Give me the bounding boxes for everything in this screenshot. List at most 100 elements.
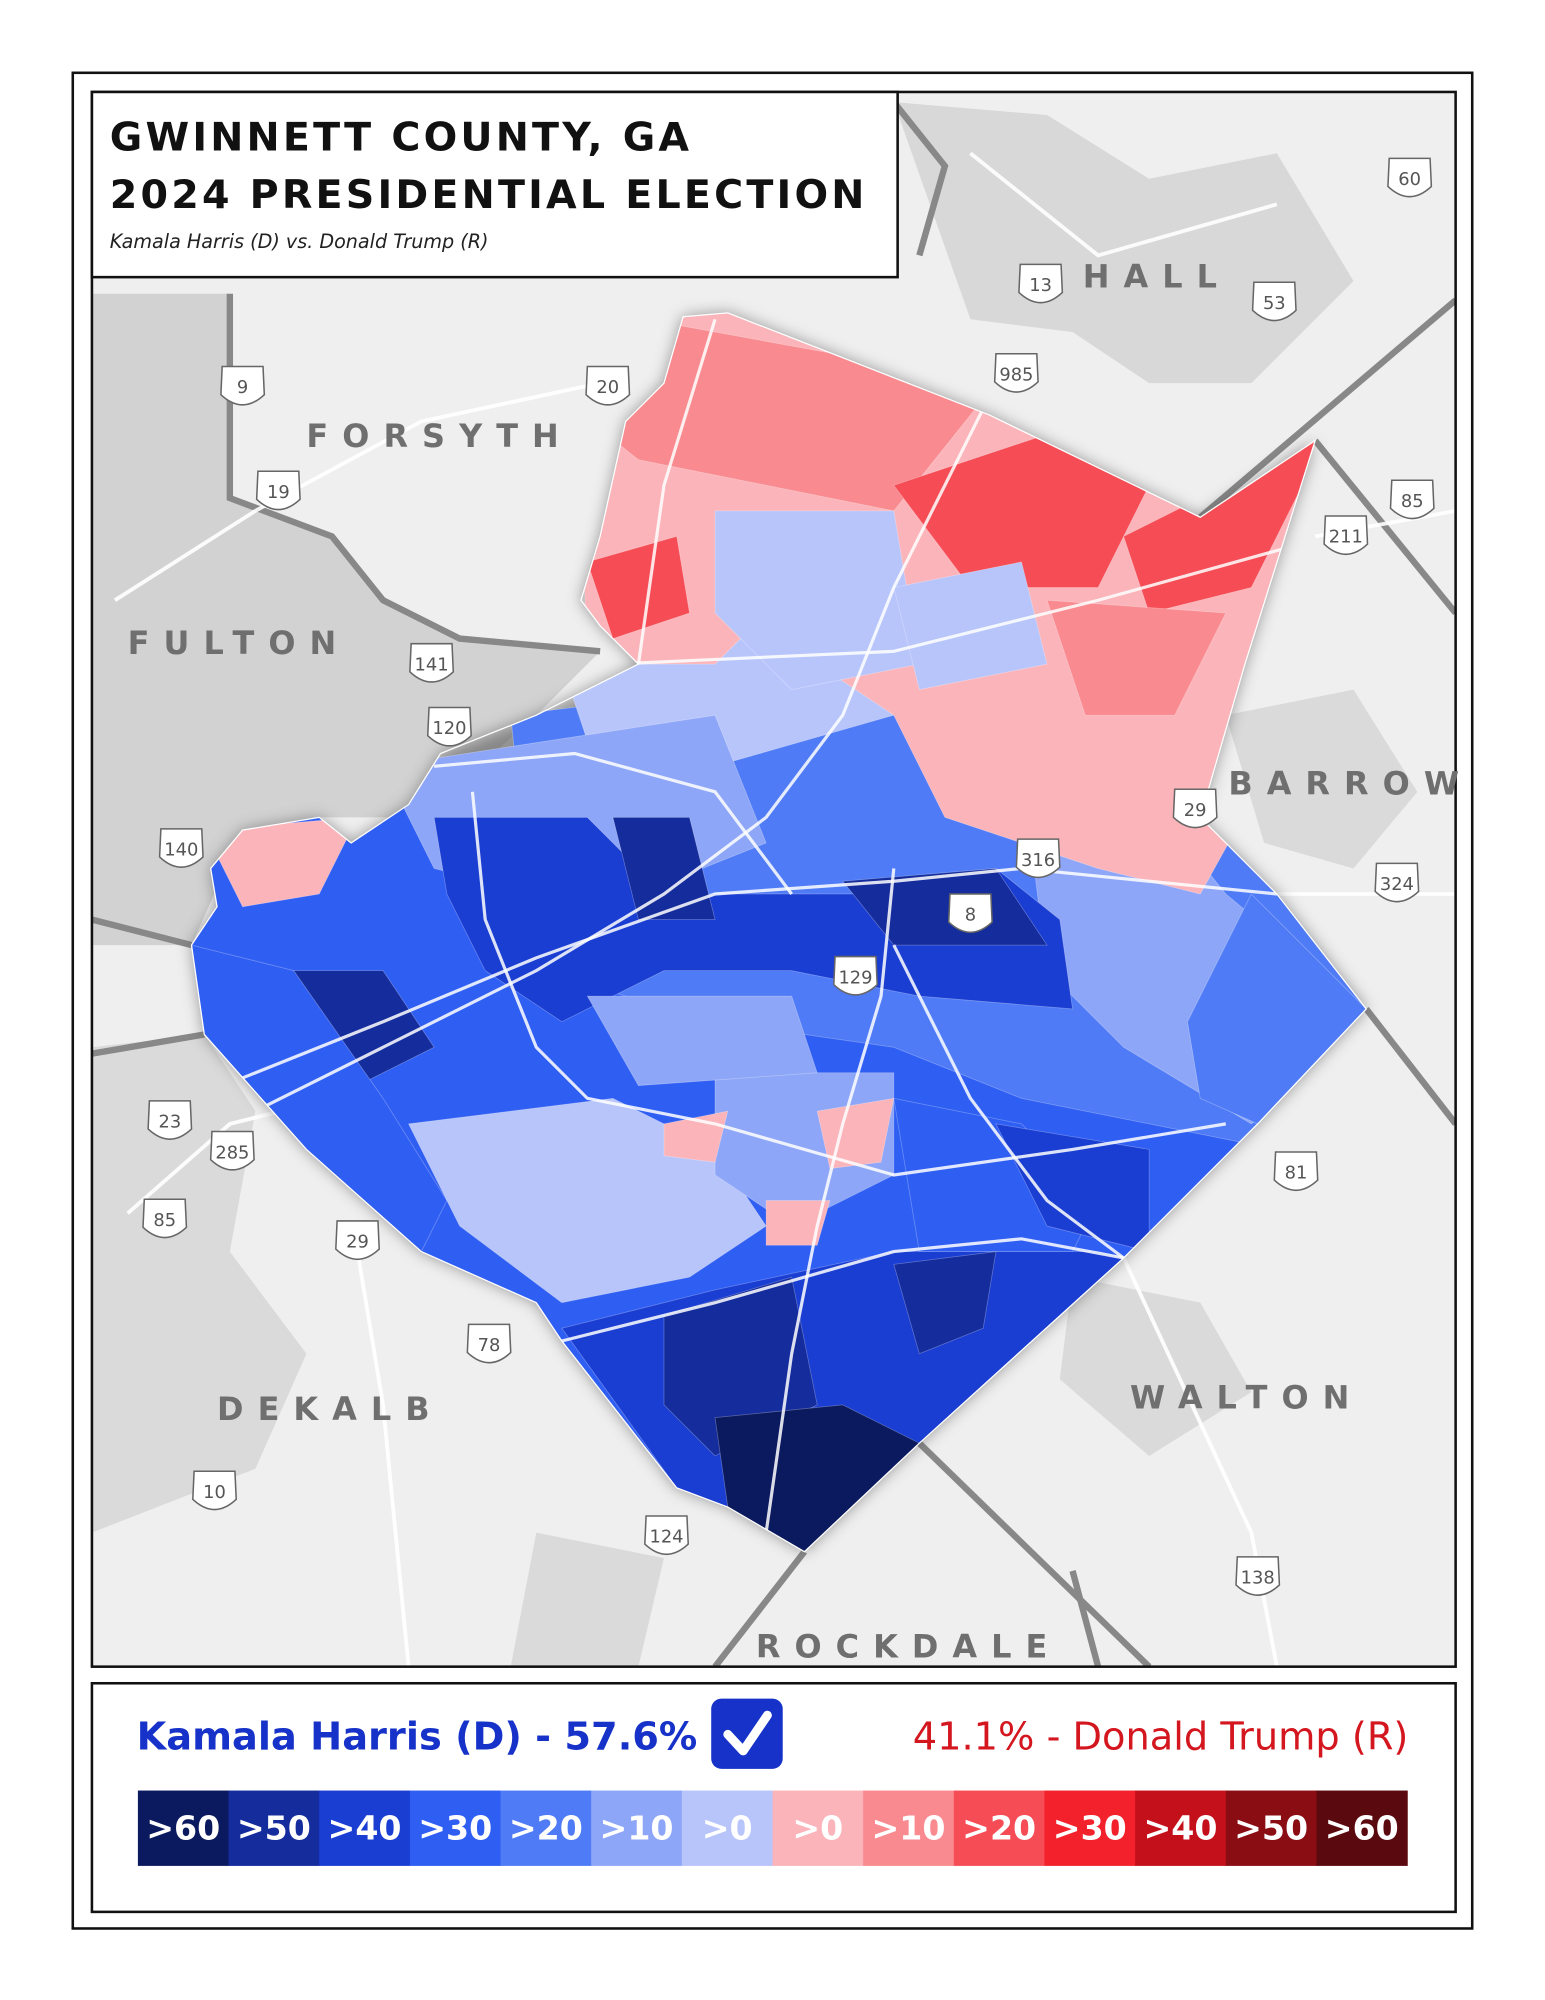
route-number: 120 (432, 718, 466, 739)
legend-swatch (953, 1790, 1046, 1866)
route-number: 124 (649, 1527, 683, 1548)
route-shield (644, 1515, 690, 1556)
trump-result: 41.1% - Donald Trump (R) (913, 1715, 1409, 1760)
route-shield (147, 1100, 193, 1140)
route-number: 53 (1263, 293, 1286, 314)
route-number: 140 (164, 840, 198, 861)
county-borders (91, 100, 1456, 1667)
route-shield (1374, 862, 1420, 903)
road (636, 318, 717, 665)
precinct-group (1046, 599, 1227, 716)
precinct-group (893, 1251, 997, 1355)
legend-swatch (1225, 1790, 1318, 1866)
urban-area (510, 1532, 664, 1667)
road (561, 1237, 1124, 1343)
route-shield (255, 470, 301, 511)
precinct-group (203, 816, 359, 908)
title-box (90, 90, 899, 279)
route-shield (1273, 1151, 1319, 1192)
route-number: 211 (1329, 527, 1363, 548)
county-label: FORSYTH (306, 417, 572, 455)
precinct-group (714, 510, 920, 691)
check-mark (723, 1710, 772, 1756)
legend-label: >20 (509, 1809, 583, 1848)
base-map (91, 91, 1456, 1667)
legend-swatch (772, 1790, 864, 1866)
legend-label: >30 (1053, 1809, 1127, 1848)
legend: >60 >50 >40 >30 >20 >10 >0 >0 >10 >20 >30 >40 >50 >60 (137, 1790, 1408, 1866)
title: 2024 PRESIDENTIAL ELECTION (110, 172, 868, 218)
route-shield (1387, 157, 1433, 198)
route-shield (409, 642, 455, 683)
route-number: 141 (415, 654, 449, 675)
legend-label: >20 (962, 1809, 1036, 1848)
legend-swatch (1316, 1790, 1408, 1866)
road (191, 866, 1278, 1100)
route-shield (1018, 263, 1064, 304)
urban-area (1225, 689, 1418, 869)
urban-area (91, 1034, 307, 1533)
route-number: 285 (215, 1142, 249, 1163)
route-number: 19 (267, 482, 290, 503)
county-label: WALTON (1130, 1379, 1363, 1417)
route-number: 29 (346, 1232, 369, 1253)
route-shield (142, 1198, 188, 1239)
precinct-group (893, 561, 1048, 691)
legend-label: >50 (237, 1809, 311, 1848)
precinct-group (1187, 893, 1367, 1125)
route-number: 8 (965, 905, 976, 926)
precinct-group (586, 995, 818, 1086)
title: GWINNETT COUNTY, GA (110, 115, 692, 161)
legend-label: >10 (871, 1809, 945, 1848)
county-label: DEKALB (217, 1390, 444, 1428)
harris-result: Kamala Harris (D) - 57.6% (137, 1715, 698, 1760)
route-number: 9 (237, 377, 248, 398)
route-number: 60 (1398, 169, 1421, 190)
subtitle: Kamala Harris (D) vs. Donald Trump (R) (110, 230, 489, 253)
route-number: 85 (153, 1210, 176, 1231)
county-label: ROCKDALE (756, 1628, 1061, 1666)
legend-label: >0 (792, 1809, 843, 1848)
legend-label: >60 (1325, 1809, 1399, 1848)
route-number: 10 (203, 1482, 226, 1503)
route-number: 138 (1241, 1568, 1275, 1589)
legend-label: >40 (328, 1809, 402, 1848)
county-label: BARROW (1228, 764, 1473, 802)
road (254, 407, 985, 1113)
route-shield (466, 1323, 512, 1364)
route-shield (1015, 838, 1061, 879)
route-shield (947, 893, 993, 934)
precinct-group (841, 868, 1048, 946)
route-shield (833, 955, 878, 996)
route-shield (585, 365, 631, 406)
legend-swatch (500, 1790, 592, 1866)
legend-swatch (1135, 1790, 1227, 1866)
legend-swatch (409, 1790, 502, 1866)
route-shield (335, 1220, 381, 1261)
route-shield (1323, 515, 1369, 556)
legend-swatch (863, 1790, 955, 1866)
route-shield (1251, 281, 1297, 322)
route-number: 20 (596, 377, 619, 398)
urban-area (1059, 1277, 1252, 1456)
road (433, 751, 793, 895)
legend-label: >30 (418, 1809, 492, 1848)
route-shield (1389, 479, 1435, 520)
route-number: 324 (1380, 874, 1414, 895)
route-shield (1172, 788, 1218, 829)
route-shield (993, 353, 1039, 393)
route-shield (426, 706, 472, 747)
route-shield (209, 1130, 255, 1171)
legend-swatch (1044, 1790, 1136, 1866)
urban-area (91, 293, 601, 946)
road (892, 944, 1125, 1260)
legend-label: >0 (702, 1809, 753, 1848)
route-number: 316 (1021, 850, 1055, 871)
route-number: 85 (1401, 491, 1424, 512)
legend-swatch (681, 1790, 774, 1866)
winner-check (711, 1698, 783, 1769)
county-label: HALL (1083, 257, 1231, 295)
route-number: 985 (999, 364, 1033, 385)
